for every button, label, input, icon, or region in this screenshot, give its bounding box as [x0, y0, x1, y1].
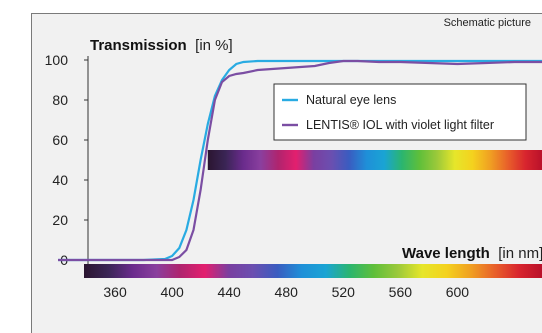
x-tick-label: 560: [389, 284, 413, 300]
x-axis-label: Wave length [in nm]: [402, 245, 542, 262]
transmission-chart: Schematic picture Transmission [in %] 10…: [45, 17, 542, 300]
legend: Natural eye lens LENTIS® IOL with violet…: [273, 83, 527, 141]
series-natural-eye-lens-line: [58, 59, 542, 262]
x-tick-label: 600: [446, 284, 470, 300]
x-tick-label: 400: [160, 284, 184, 300]
title-bold: Transmission: [90, 37, 187, 54]
x-axis-ticks: 360 400 440 480 520 560 600: [103, 284, 469, 300]
xlabel-unit: [in nm]: [498, 245, 542, 262]
chart-title: Transmission [in %]: [90, 37, 233, 54]
x-tick-label: 360: [103, 284, 127, 300]
xlabel-bold: Wave length: [402, 245, 490, 262]
x-tick-label: 520: [332, 284, 356, 300]
y-tick-label: 100: [45, 52, 69, 68]
x-tick-label: 440: [217, 284, 241, 300]
schematic-note: Schematic picture: [444, 17, 531, 29]
y-tick-label: 40: [52, 172, 68, 188]
y-tick-label: 20: [52, 212, 68, 228]
violet-filter-spectrum-band: [207, 150, 542, 170]
series-lentis-iol-line: [58, 59, 542, 262]
legend-box: [273, 83, 527, 141]
spectrum-bar: [84, 264, 542, 278]
x-tick-label: 480: [275, 284, 299, 300]
chart-panel: Schematic picture Transmission [in %] 10…: [31, 13, 542, 333]
y-tick-label: 80: [52, 92, 68, 108]
title-unit: [in %]: [195, 37, 233, 54]
legend-label-natural-eye-lens: Natural eye lens: [306, 93, 396, 107]
y-tick-label: 60: [52, 132, 68, 148]
legend-label-lentis-iol: LENTIS® IOL with violet light filter: [306, 118, 494, 132]
